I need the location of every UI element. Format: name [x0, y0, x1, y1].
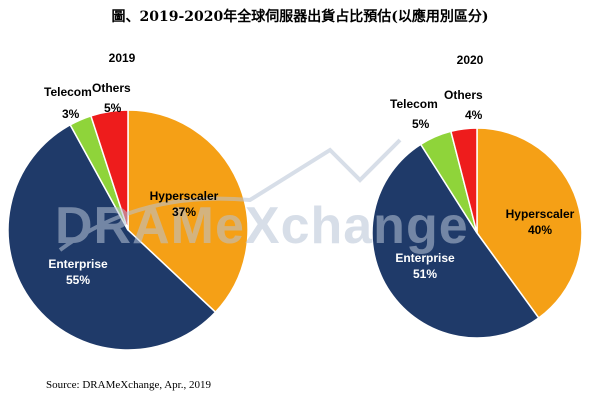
pie-2019-slice-others [89, 109, 129, 231]
pie-2019-slice-enterprise [7, 123, 217, 351]
pie-2020-label-others: Others [444, 88, 483, 102]
pie-2020-label-telecom: Telecom [390, 97, 438, 111]
watermark-text: DRAMeXchange [55, 197, 469, 255]
pie-2020-value-others: 4% [465, 108, 483, 122]
pie-2019-slice-hyperscaler [127, 109, 249, 314]
pie-2019-value-others: 5% [104, 101, 122, 115]
pie-2020-slice-others [449, 127, 478, 234]
watermark: DRAMeXchange [55, 138, 469, 255]
pie-2019-value-hyperscaler: 37% [172, 205, 196, 219]
pie-2020-title: 2020 [457, 53, 484, 67]
chart-title: 圖、2019-2020年全球伺服器出貨占比預估(以應用別區分) [111, 9, 489, 25]
pie-2019-value-enterprise: 55% [66, 273, 90, 287]
pie-2020-slice-hyperscaler [476, 127, 583, 319]
watermark-swoosh [58, 138, 402, 252]
source-note: Source: DRAMeXchange, Apr., 2019 [46, 379, 211, 391]
pie-2019-label-enterprise: Enterprise [48, 257, 108, 271]
pie-2020-label-hyperscaler: Hyperscaler [506, 207, 575, 221]
pie-2020-value-hyperscaler: 40% [528, 223, 552, 237]
pie-2020-value-enterprise: 51% [413, 267, 437, 281]
pie-2019-value-telecom: 3% [62, 107, 80, 121]
pie-2020-label-enterprise: Enterprise [395, 251, 455, 265]
pie-2019-label-hyperscaler: Hyperscaler [150, 189, 219, 203]
pie-2019-label-others: Others [92, 81, 131, 95]
pie-2019-title: 2019 [109, 51, 136, 65]
pie-2019-label-telecom: Telecom [44, 85, 92, 99]
pie-2020-value-telecom: 5% [412, 117, 430, 131]
pie-2020-slice-enterprise [371, 143, 540, 339]
